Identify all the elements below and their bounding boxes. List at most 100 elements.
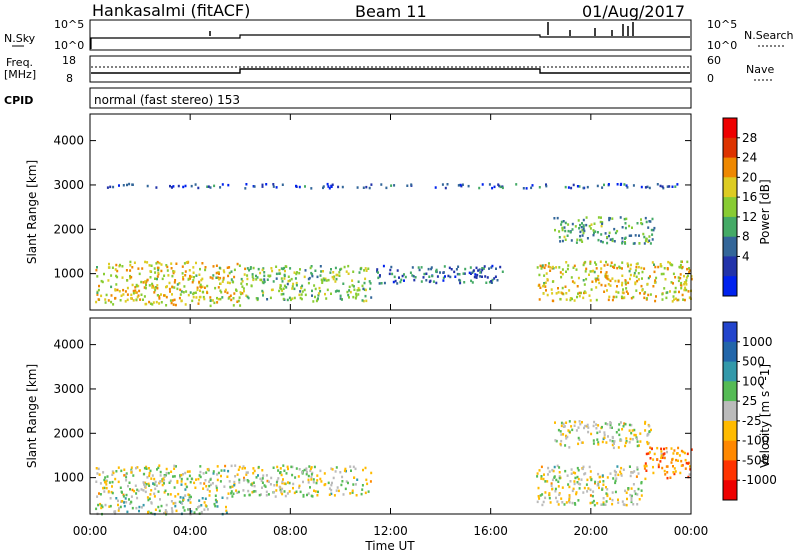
data-cell (558, 466, 561, 469)
data-cell (163, 475, 166, 478)
data-cell (261, 289, 264, 293)
data-cell (173, 281, 176, 284)
data-cell (449, 275, 452, 279)
data-cell (635, 436, 638, 439)
data-cell (125, 493, 128, 497)
data-cell (223, 469, 226, 472)
data-cell (637, 265, 640, 269)
data-cell (643, 467, 646, 470)
data-cell (611, 298, 614, 302)
data-cell (172, 475, 174, 478)
data-cell (648, 424, 651, 428)
data-cell (672, 452, 675, 455)
data-cell (98, 284, 100, 288)
data-cell (544, 264, 547, 267)
data-cell (136, 496, 139, 500)
colorbar-tick-label: 28 (742, 131, 757, 145)
data-cell (412, 275, 415, 278)
data-cell (448, 266, 451, 270)
data-cell (283, 277, 286, 280)
data-cell (332, 476, 335, 480)
data-cell (160, 301, 163, 304)
data-cell (619, 266, 622, 270)
data-cell (608, 231, 611, 235)
data-cell (633, 274, 636, 277)
data-cell (554, 490, 557, 493)
data-cell (645, 297, 648, 300)
data-cell (565, 437, 568, 440)
data-cell (601, 240, 604, 244)
data-cell (252, 278, 255, 282)
data-cell (616, 465, 619, 468)
data-cell (548, 262, 550, 265)
data-cell (573, 480, 576, 483)
data-cell (258, 493, 261, 497)
data-cell (149, 493, 152, 496)
data-cell (615, 290, 618, 294)
data-cell (105, 483, 108, 486)
data-cell (586, 185, 589, 189)
data-cell (664, 473, 667, 476)
data-cell (279, 284, 282, 287)
data-cell (356, 186, 359, 189)
data-cell (158, 480, 161, 484)
data-cell (214, 286, 217, 290)
data-cell (271, 269, 274, 273)
data-cell (105, 480, 108, 483)
data-cell (542, 500, 545, 504)
data-cell (294, 277, 297, 280)
colorbar-tick-label: 12 (742, 210, 757, 224)
data-cell (679, 276, 682, 280)
colorbar-frame (722, 321, 738, 501)
data-cell (557, 503, 560, 506)
power-frame (89, 113, 692, 311)
data-cell (157, 490, 160, 493)
data-cell (208, 484, 211, 488)
data-cell (667, 260, 670, 264)
data-cell (327, 278, 330, 282)
data-cell (593, 231, 595, 235)
data-cell (237, 490, 240, 494)
noise-panel-frame (89, 19, 692, 51)
data-cell (430, 267, 433, 271)
data-cell (161, 478, 164, 481)
data-cell (458, 273, 461, 276)
data-cell (620, 439, 623, 442)
data-cell (303, 468, 306, 472)
noise-right-tick-bottom: 10^0 (707, 39, 737, 52)
data-cell (364, 288, 367, 292)
data-cell (110, 274, 113, 277)
data-cell (659, 184, 662, 188)
data-cell (126, 510, 129, 514)
data-cell (327, 185, 330, 188)
data-cell (213, 301, 216, 305)
data-cell (576, 285, 579, 288)
data-cell (568, 289, 571, 292)
data-cell (645, 464, 648, 468)
data-cell (603, 264, 606, 267)
data-cell (622, 288, 624, 291)
data-cell (653, 281, 656, 284)
data-cell (216, 465, 219, 468)
data-cell (360, 492, 363, 496)
data-cell (310, 473, 313, 476)
data-cell (220, 291, 223, 294)
data-cell (628, 269, 631, 273)
data-cell (558, 493, 561, 496)
data-cell (656, 458, 659, 461)
data-cell (103, 486, 106, 490)
data-cell (597, 441, 600, 444)
data-cell (99, 502, 102, 506)
data-cell (224, 290, 227, 293)
data-cell (577, 499, 580, 502)
data-cell (549, 266, 552, 269)
data-cell (422, 276, 425, 279)
data-cell (169, 290, 171, 293)
data-cell (283, 274, 286, 278)
colorbar-swatch (723, 177, 737, 198)
data-cell (105, 293, 108, 297)
data-cell (356, 289, 359, 292)
data-cell (615, 431, 618, 434)
data-cell (561, 226, 564, 230)
